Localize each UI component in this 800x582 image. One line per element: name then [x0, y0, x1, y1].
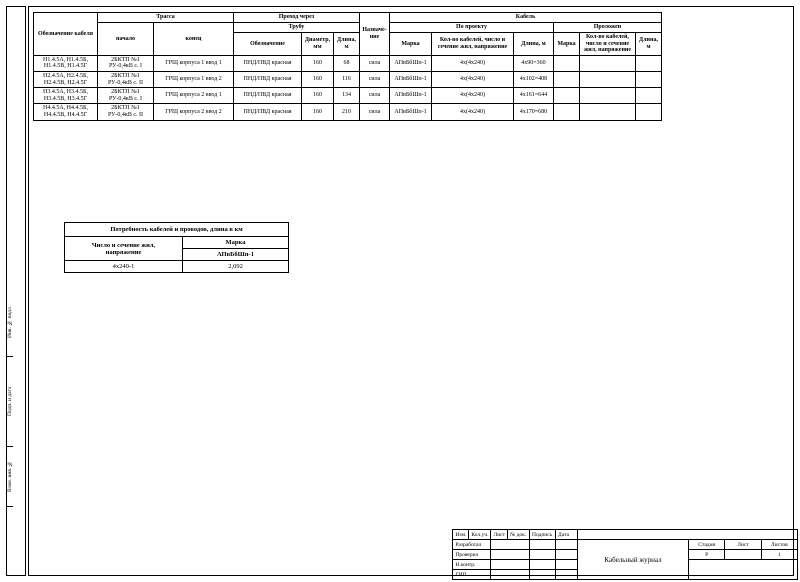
th-cable: Кабель [390, 13, 662, 23]
th-diameter: Диаметр,мм [302, 33, 334, 56]
cell-length: 134 [334, 88, 360, 104]
left-margin-stamp: Инв. № подл. Подп. и дата Взам. инв. № [6, 6, 26, 576]
cell-cores: 4х(4х240) [432, 71, 514, 87]
cell-end: ГРЩ корпуса 1 ввод 2 [154, 71, 234, 87]
cell-len_m: 4х102=408 [514, 71, 554, 87]
cell-cores: 4х(4х240) [432, 88, 514, 104]
tb-prover: Проверил [453, 550, 491, 560]
table-row: Н1.4.5А, Н1.4.5Б,Н1.4.5В, Н1.4.5Г2БКТП №… [34, 55, 662, 71]
cell-diameter: 160 [302, 55, 334, 71]
table-row: Н4.4.5А, Н4.4.5Б,Н4.4.5В, Н4.4.5Г2БКТП №… [34, 104, 662, 120]
cell-mark: АПвБбШп-1 [390, 104, 432, 120]
table-row: Н3.4.5А, Н3.4.5Б,Н3.4.5В, Н3.4.5Г2БКТП №… [34, 88, 662, 104]
th-purpose: Назначе-ние [360, 13, 390, 56]
th-length: Длина,м [334, 33, 360, 56]
th-cores2: Кол-во кабелей,число и сечениежил, напря… [580, 33, 636, 56]
tb-listov-v: 1 [761, 550, 797, 560]
tb-list: Лист [491, 530, 508, 540]
tb-gip: ГИП [453, 570, 491, 580]
tb-nkontr: Н.контр. [453, 560, 491, 570]
left-label-vzam: Взам. инв. № [7, 447, 13, 507]
th-tube: Трубу [234, 23, 360, 33]
tb-stadia-h: Стадия [689, 540, 725, 550]
summary-row-value: 2,092 [183, 261, 289, 273]
cell-purpose: сила [360, 88, 390, 104]
tb-list-h: Лист [725, 540, 761, 550]
cell-start: 2БКТП №1РУ-0,4кВ с. I [98, 88, 154, 104]
th-len-m: Длина, м [514, 33, 554, 56]
cell-tube: ПНД/ПВД красная [234, 88, 302, 104]
cell-length: 210 [334, 104, 360, 120]
th-end: конец [154, 23, 234, 56]
summary-table: Потребность кабелей и проводов, длина в … [64, 222, 289, 273]
cell-start: 2БКТП №1РУ-0,4кВ с. II [98, 104, 154, 120]
cell-start: 2БКТП №1РУ-0,4кВ с. II [98, 71, 154, 87]
summary-row-label: 4х240-1 [65, 261, 183, 273]
left-label-inv: Инв. № подл. [7, 287, 13, 357]
summary-title: Потребность кабелей и проводов, длина в … [65, 223, 289, 237]
cell-designation: Н4.4.5А, Н4.4.5Б,Н4.4.5В, Н4.4.5Г [34, 104, 98, 120]
th-mark2: Марка [554, 33, 580, 56]
th-mark: Марка [390, 33, 432, 56]
cell-designation: Н2.4.5А, Н2.4.5Б,Н2.4.5В, Н2.4.5Г [34, 71, 98, 87]
cell-len_m: 4х170=680 [514, 104, 554, 120]
tb-date: Дата [556, 530, 578, 540]
cell-length: 116 [334, 71, 360, 87]
cell-purpose: сила [360, 104, 390, 120]
cell-mark: АПвБбШп-1 [390, 55, 432, 71]
cable-journal-table: Обозначение кабеля Трасса Проход через Н… [33, 12, 662, 121]
th-len2: Длина,м [636, 33, 662, 56]
cell-len_m: 4х90=360 [514, 55, 554, 71]
left-label-podp: Подп. и дата [7, 357, 13, 447]
cell-end: ГРЩ корпуса 1 ввод 1 [154, 55, 234, 71]
cell-diameter: 160 [302, 71, 334, 87]
cell-mark: АПвБбШп-1 [390, 88, 432, 104]
cell-purpose: сила [360, 71, 390, 87]
cell-cores: 4х(4х240) [432, 55, 514, 71]
th-project: По проекту [390, 23, 554, 33]
tb-title: Кабельный журнал [578, 540, 689, 580]
tb-izm: Изм. [453, 530, 469, 540]
cell-designation: Н1.4.5А, Н1.4.5Б,Н1.4.5В, Н1.4.5Г [34, 55, 98, 71]
cell-designation: Н3.4.5А, Н3.4.5Б,Н3.4.5В, Н3.4.5Г [34, 88, 98, 104]
cell-diameter: 160 [302, 88, 334, 104]
th-route: Трасса [98, 13, 234, 23]
summary-mark: АПвБбШп-1 [183, 249, 289, 261]
th-passage: Проход через [234, 13, 360, 23]
cell-cores: 4х(4х240) [432, 104, 514, 120]
tb-listov-h: Листов [761, 540, 797, 550]
cell-len_m: 4х161=644 [514, 88, 554, 104]
cell-purpose: сила [360, 55, 390, 71]
tb-kol: Кол.уч. [469, 530, 491, 540]
th-cores: Кол-во кабелей, число исечение жил, напр… [432, 33, 514, 56]
cell-tube: ПНД/ПВД красная [234, 71, 302, 87]
tb-razrab: Разработал [453, 540, 491, 550]
th-tube-des: Обозначение [234, 33, 302, 56]
cell-diameter: 160 [302, 104, 334, 120]
table-row: Н2.4.5А, Н2.4.5Б,Н2.4.5В, Н2.4.5Г2БКТП №… [34, 71, 662, 87]
cell-start: 2БКТП №1РУ-0,4кВ с. I [98, 55, 154, 71]
tb-sign: Подпись [530, 530, 556, 540]
cell-mark: АПвБбШп-1 [390, 71, 432, 87]
th-laid: Проложен [554, 23, 662, 33]
summary-col1: Число и сечение жил,напряжение [65, 237, 183, 261]
cell-tube: ПНД/ПВД красная [234, 55, 302, 71]
cell-end: ГРЩ корпуса 2 ввод 1 [154, 88, 234, 104]
cell-end: ГРЩ корпуса 2 ввод 2 [154, 104, 234, 120]
th-start: начало [98, 23, 154, 56]
cell-tube: ПНД/ПВД красная [234, 104, 302, 120]
tb-stadia-v: Р [689, 550, 725, 560]
cell-length: 68 [334, 55, 360, 71]
tb-ndoc: № док. [508, 530, 530, 540]
title-block: Изм. Кол.уч. Лист № док. Подпись Дата Ра… [452, 529, 798, 580]
summary-col2: Марка [183, 237, 289, 249]
th-designation: Обозначение кабеля [34, 13, 98, 56]
